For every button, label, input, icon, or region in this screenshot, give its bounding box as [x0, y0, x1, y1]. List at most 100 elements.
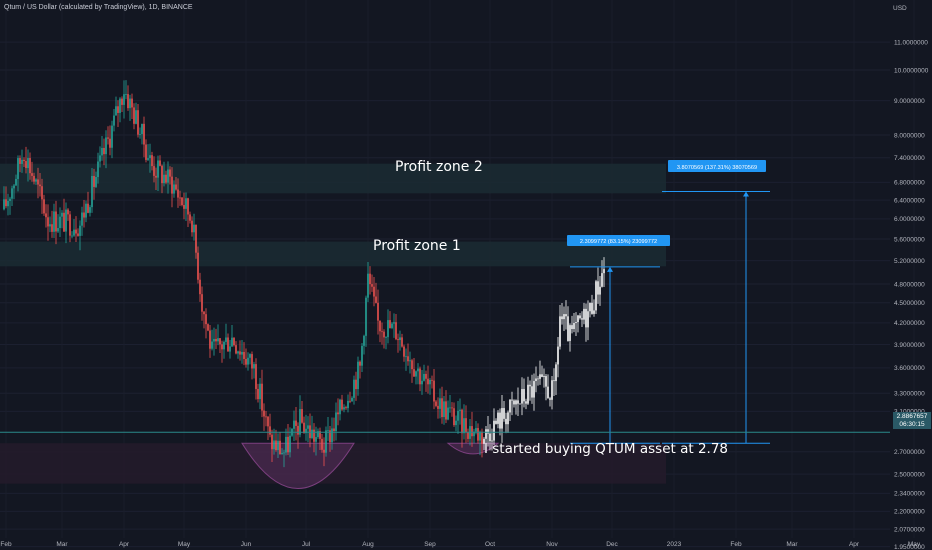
candle-body: [221, 344, 223, 350]
candle-body: [133, 107, 135, 124]
candle-body: [189, 214, 191, 221]
candle-body: [125, 94, 127, 95]
candle-body: [501, 408, 503, 429]
candle-body: [357, 361, 359, 390]
candle-body: [543, 376, 545, 377]
candle-body: [217, 338, 219, 342]
price-tick-label: 10.0000000: [894, 67, 929, 74]
price-axis[interactable]: USD 11.0000000 10.0000000 9.0000000 8.00000…: [893, 5, 929, 550]
candle-body: [121, 98, 123, 105]
candle-body: [141, 123, 143, 135]
candle-body: [101, 147, 103, 156]
candle-body: [327, 430, 329, 432]
candle-body: [455, 420, 457, 426]
candle-body: [435, 401, 437, 406]
time-axis[interactable]: Feb Mar Apr May Jun Jul Aug Sep Oct Nov Dec 2023 Feb…: [0, 541, 920, 548]
time-tick-label: Sep: [424, 541, 436, 548]
candle-body: [397, 339, 399, 341]
time-tick-label: Apr: [119, 541, 130, 548]
candle-body: [591, 302, 593, 314]
candle-body: [37, 179, 39, 185]
candle-body: [15, 178, 17, 186]
candle-body: [153, 166, 155, 176]
measure-tools[interactable]: [570, 191, 770, 444]
last-price-value: 2.8867657: [896, 413, 928, 420]
candle-body: [299, 409, 301, 435]
candle-body: [393, 322, 395, 324]
candle-body: [157, 160, 159, 178]
candle-body: [77, 233, 79, 236]
candle-body: [355, 379, 357, 390]
candle-body: [191, 220, 193, 233]
time-tick-label: Feb: [0, 541, 12, 548]
candle-body: [391, 323, 393, 328]
candle-body: [539, 374, 541, 379]
price-tick-label: 8.0000000: [894, 132, 925, 139]
candle-body: [373, 286, 375, 297]
candle-body: [195, 224, 197, 253]
candle-body: [169, 169, 171, 177]
candle-body: [461, 409, 463, 434]
candle-body: [245, 358, 247, 365]
candle-body: [227, 337, 229, 352]
candle-body: [39, 184, 41, 187]
candle-body: [149, 155, 151, 159]
candle-body: [273, 440, 275, 450]
candle-body: [109, 138, 111, 148]
candle-body: [293, 420, 295, 429]
candle-body: [315, 437, 317, 442]
candle-body: [399, 337, 401, 341]
candle-body: [67, 209, 69, 215]
candle-body: [117, 106, 119, 113]
candle-body: [345, 407, 347, 409]
candle-body: [91, 175, 93, 208]
candle-body: [207, 324, 209, 331]
cup-arc-2: [446, 442, 500, 455]
candle-body: [337, 412, 339, 415]
candle-body: [425, 373, 427, 379]
candle-body: [585, 308, 587, 328]
candle-body: [463, 418, 465, 434]
candle-body: [381, 331, 383, 333]
buy-note-label: I started buying QTUM asset at 2.78: [484, 441, 728, 457]
candle-body: [341, 399, 343, 410]
candle-body: [281, 452, 283, 455]
candle-body: [343, 407, 345, 410]
price-tick-label: 4.2000000: [894, 320, 925, 327]
candle-body: [457, 410, 459, 421]
candle-body: [23, 159, 25, 162]
candle-body: [427, 378, 429, 385]
measure-2-label-bg: [668, 160, 766, 172]
candle-body: [45, 213, 47, 218]
candle-body: [119, 98, 121, 113]
measure-2-label: 3.8070569 (137.31%) 38070569: [677, 165, 757, 171]
candle-body: [143, 123, 145, 145]
candle-body: [57, 228, 59, 232]
price-tick-label: 11.0000000: [894, 39, 928, 46]
candle-body: [561, 316, 563, 320]
time-tick-label: Apr: [849, 541, 860, 548]
candle-body: [551, 380, 553, 400]
candle-body: [419, 368, 421, 385]
candle-body: [429, 379, 431, 385]
candle-body: [443, 401, 445, 418]
candle-body: [7, 200, 9, 207]
candle-body: [285, 436, 287, 453]
price-tick-label: 4.8000000: [894, 281, 925, 288]
candle-body: [159, 160, 161, 166]
candle-body: [361, 345, 363, 366]
candle-body: [251, 354, 253, 369]
candle-body: [491, 440, 493, 442]
candle-body: [69, 214, 71, 236]
candle-body: [449, 407, 451, 409]
candle-body: [599, 286, 601, 295]
candle-body: [565, 314, 567, 317]
candle-body: [137, 110, 139, 135]
bar-countdown: 06:30:15: [899, 421, 925, 428]
candle-body: [339, 399, 341, 415]
candle-body: [521, 389, 523, 404]
candle-body: [259, 383, 261, 400]
candle-body: [377, 302, 379, 321]
candle-body: [51, 224, 53, 232]
